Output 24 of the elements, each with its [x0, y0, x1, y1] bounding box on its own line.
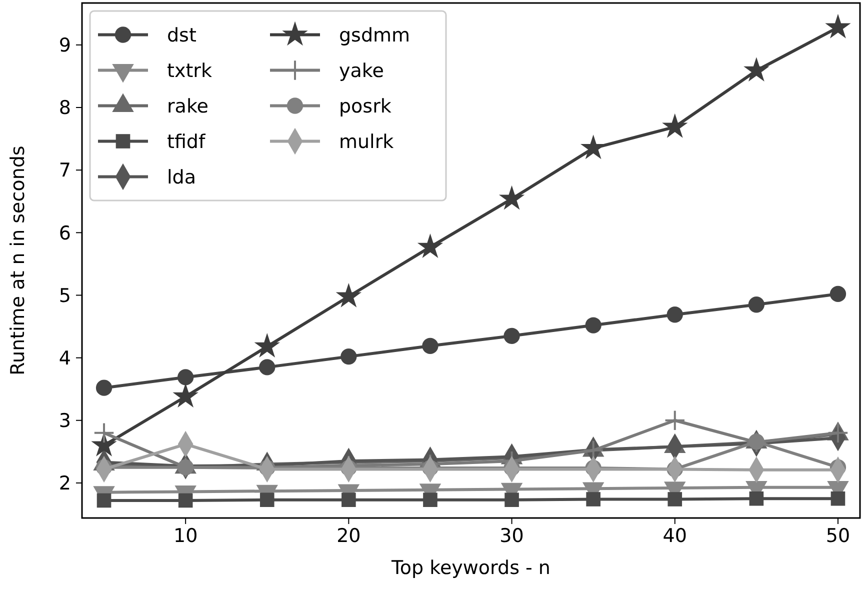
- y-tick-label: 4: [58, 347, 71, 370]
- y-tick-label: 7: [58, 160, 71, 182]
- x-tick-label: 10: [173, 525, 198, 547]
- y-tick-label: 9: [58, 34, 71, 57]
- legend-label: yake: [339, 60, 384, 82]
- y-tick-label: 8: [58, 97, 71, 120]
- x-tick-label: 40: [662, 525, 687, 547]
- x-axis-title: Top keywords - n: [390, 557, 550, 579]
- y-tick-label: 2: [58, 472, 71, 495]
- legend-label: posrk: [339, 95, 392, 118]
- x-tick-label: 50: [826, 525, 850, 547]
- y-axis-title: Runtime at n in seconds: [7, 146, 29, 376]
- x-tick-label: 30: [500, 525, 524, 547]
- legend-label: dst: [167, 24, 196, 46]
- x-tick-label: 20: [336, 525, 361, 547]
- legend-label: gsdmm: [339, 24, 410, 46]
- legend-label: tfidf: [167, 130, 206, 153]
- y-tick-label: 5: [58, 284, 71, 307]
- y-tick-label: 6: [58, 222, 71, 244]
- legend-label: txtrk: [167, 60, 212, 82]
- legend-label: mulrk: [339, 130, 394, 153]
- legend-label: rake: [167, 95, 208, 118]
- y-tick-label: 3: [58, 410, 71, 432]
- legend-label: lda: [167, 166, 196, 188]
